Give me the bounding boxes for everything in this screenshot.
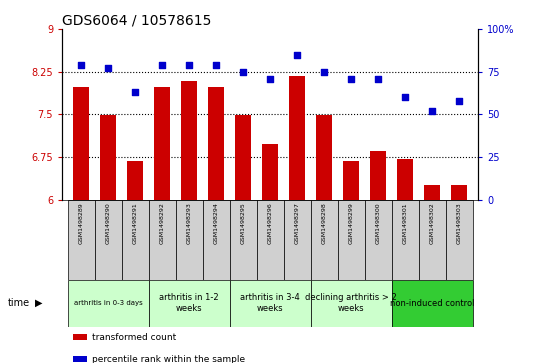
Point bbox=[428, 108, 436, 114]
Bar bbox=[122, 200, 148, 280]
Bar bbox=[392, 200, 418, 280]
Text: arthritis in 3-4
weeks: arthritis in 3-4 weeks bbox=[240, 293, 300, 313]
Text: GSM1498292: GSM1498292 bbox=[159, 202, 165, 244]
Text: arthritis in 1-2
weeks: arthritis in 1-2 weeks bbox=[159, 293, 219, 313]
Bar bbox=[68, 280, 148, 327]
Bar bbox=[235, 115, 251, 200]
Text: GSM1498296: GSM1498296 bbox=[267, 202, 273, 244]
Bar bbox=[73, 87, 89, 200]
Text: GSM1498297: GSM1498297 bbox=[294, 202, 300, 244]
Bar bbox=[424, 185, 440, 200]
Bar bbox=[397, 159, 413, 200]
Bar bbox=[127, 161, 143, 200]
Bar bbox=[181, 81, 197, 200]
Bar bbox=[176, 200, 202, 280]
Text: non-induced control: non-induced control bbox=[390, 299, 474, 307]
Text: GSM1498289: GSM1498289 bbox=[78, 202, 84, 244]
Text: declining arthritis > 2
weeks: declining arthritis > 2 weeks bbox=[305, 293, 397, 313]
Point bbox=[455, 98, 463, 103]
Point bbox=[185, 62, 193, 68]
Text: GSM1498290: GSM1498290 bbox=[105, 202, 111, 244]
Bar bbox=[94, 200, 122, 280]
Bar bbox=[418, 200, 445, 280]
Bar bbox=[446, 200, 472, 280]
Bar bbox=[316, 115, 332, 200]
Bar bbox=[370, 151, 386, 200]
Point bbox=[401, 94, 409, 100]
Point bbox=[104, 65, 112, 71]
Bar bbox=[451, 185, 467, 200]
Point bbox=[320, 69, 328, 75]
Bar bbox=[262, 144, 278, 200]
Point bbox=[266, 76, 274, 81]
Bar bbox=[392, 280, 472, 327]
Bar bbox=[310, 280, 392, 327]
Text: arthritis in 0-3 days: arthritis in 0-3 days bbox=[73, 300, 143, 306]
Bar bbox=[148, 280, 230, 327]
Text: GSM1498298: GSM1498298 bbox=[321, 202, 327, 244]
Text: GSM1498301: GSM1498301 bbox=[402, 202, 408, 244]
Text: time: time bbox=[8, 298, 30, 308]
Point bbox=[131, 89, 139, 95]
Bar bbox=[148, 200, 176, 280]
Text: GSM1498295: GSM1498295 bbox=[240, 202, 246, 244]
Text: GDS6064 / 10578615: GDS6064 / 10578615 bbox=[62, 14, 212, 28]
Text: GSM1498299: GSM1498299 bbox=[348, 202, 354, 244]
Text: ▶: ▶ bbox=[35, 298, 43, 308]
Text: transformed count: transformed count bbox=[92, 333, 176, 342]
Bar bbox=[284, 200, 310, 280]
Bar bbox=[338, 200, 364, 280]
Bar bbox=[208, 87, 224, 200]
Point bbox=[212, 62, 220, 68]
Bar bbox=[256, 200, 284, 280]
Text: GSM1498294: GSM1498294 bbox=[213, 202, 219, 244]
Point bbox=[158, 62, 166, 68]
Point bbox=[293, 52, 301, 57]
Bar bbox=[230, 280, 310, 327]
Text: percentile rank within the sample: percentile rank within the sample bbox=[92, 355, 245, 363]
Text: GSM1498291: GSM1498291 bbox=[132, 202, 138, 244]
Bar bbox=[68, 200, 94, 280]
Text: GSM1498293: GSM1498293 bbox=[186, 202, 192, 244]
Text: GSM1498300: GSM1498300 bbox=[375, 202, 381, 244]
Point bbox=[239, 69, 247, 75]
Point bbox=[374, 76, 382, 81]
Bar bbox=[202, 200, 230, 280]
Bar bbox=[343, 161, 359, 200]
Bar bbox=[100, 115, 116, 200]
Bar bbox=[154, 87, 170, 200]
Point bbox=[347, 76, 355, 81]
Bar bbox=[364, 200, 391, 280]
Text: GSM1498303: GSM1498303 bbox=[456, 202, 462, 244]
Bar bbox=[310, 200, 338, 280]
Text: GSM1498302: GSM1498302 bbox=[429, 202, 435, 244]
Bar bbox=[230, 200, 256, 280]
Point bbox=[77, 62, 85, 68]
Bar bbox=[289, 76, 305, 200]
